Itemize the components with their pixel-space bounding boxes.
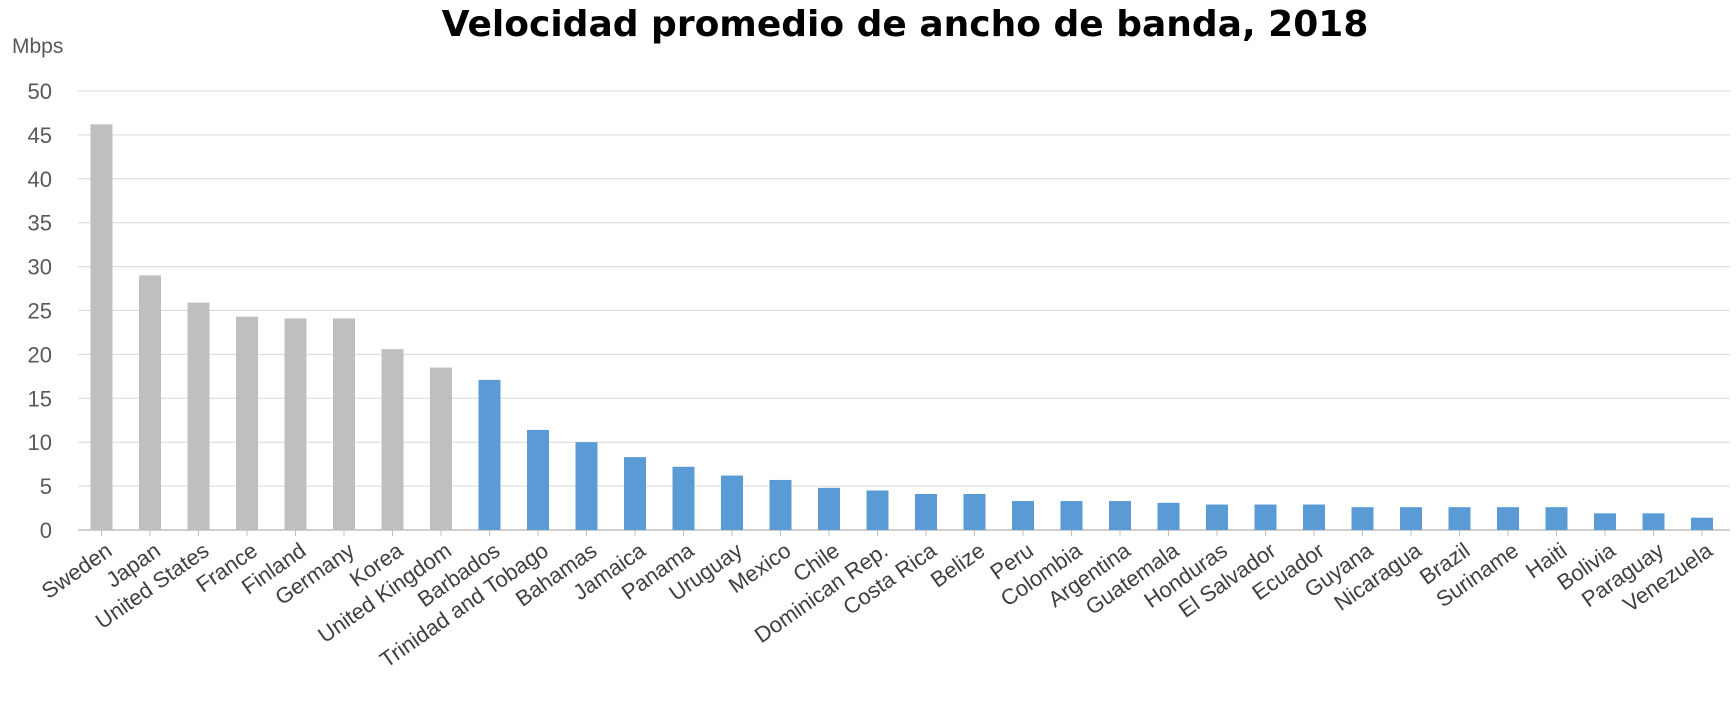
y-tick-label: 15 bbox=[28, 386, 52, 411]
y-tick-label: 0 bbox=[40, 518, 52, 543]
chart-title: Velocidad promedio de ancho de banda, 20… bbox=[441, 4, 1369, 45]
y-tick-label: 45 bbox=[28, 123, 52, 148]
bar bbox=[963, 494, 986, 530]
y-tick-label: 35 bbox=[28, 211, 52, 236]
y-tick-label: 25 bbox=[28, 299, 52, 324]
bar bbox=[575, 442, 598, 530]
y-tick-label: 40 bbox=[28, 167, 52, 192]
bar bbox=[1545, 507, 1568, 530]
y-axis-label: Mbps bbox=[12, 35, 63, 58]
bar bbox=[90, 124, 113, 530]
x-tick-label: Belize bbox=[926, 538, 989, 593]
bar bbox=[381, 349, 404, 530]
bar bbox=[1691, 517, 1713, 530]
bar bbox=[430, 367, 452, 530]
bar bbox=[1351, 507, 1374, 530]
bar bbox=[236, 316, 258, 530]
y-tick-label: 30 bbox=[28, 255, 52, 280]
bar bbox=[1642, 513, 1665, 530]
bar bbox=[1109, 501, 1131, 530]
y-tick-label: 5 bbox=[40, 474, 52, 499]
bar bbox=[721, 475, 743, 530]
bar bbox=[1400, 507, 1422, 530]
bar bbox=[1012, 501, 1034, 530]
bar bbox=[527, 429, 549, 530]
y-tick-label: 20 bbox=[28, 342, 52, 367]
bar bbox=[915, 494, 937, 530]
bar bbox=[284, 318, 307, 530]
bar bbox=[1594, 513, 1616, 530]
y-tick-label: 10 bbox=[28, 430, 52, 455]
bar bbox=[1497, 507, 1519, 530]
bar bbox=[624, 457, 646, 530]
bar bbox=[672, 466, 695, 530]
bar bbox=[1254, 504, 1277, 530]
bar bbox=[1060, 501, 1083, 530]
bar bbox=[1303, 504, 1325, 530]
bar bbox=[818, 487, 840, 530]
y-tick-label: 50 bbox=[28, 79, 52, 104]
bar bbox=[769, 479, 792, 530]
bar bbox=[1157, 502, 1180, 530]
bar bbox=[1448, 507, 1471, 530]
bar bbox=[478, 379, 501, 530]
bar bbox=[866, 490, 889, 530]
bar bbox=[1206, 504, 1228, 530]
bar bbox=[333, 318, 355, 530]
bar bbox=[187, 302, 210, 530]
bar bbox=[139, 275, 161, 530]
